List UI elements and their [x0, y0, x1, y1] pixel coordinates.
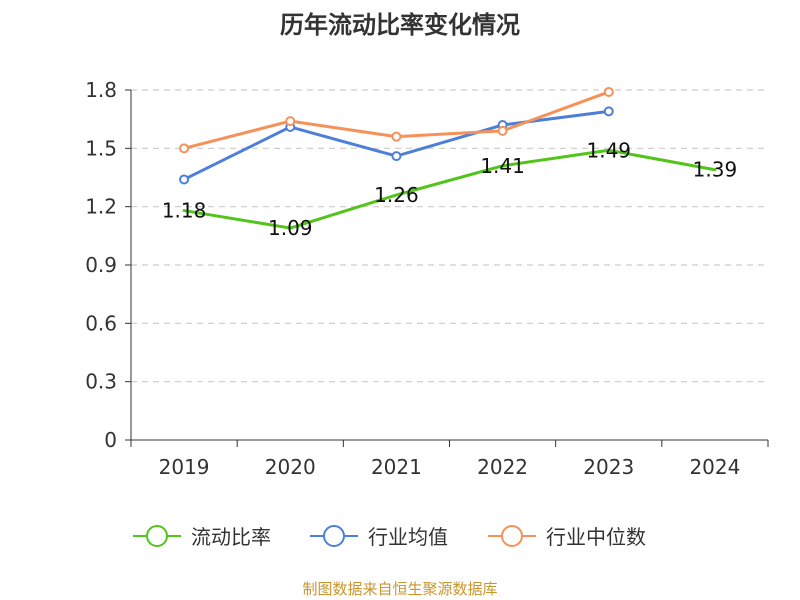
- y-tick-label: 1.5: [85, 136, 117, 160]
- series-line-2: [182, 109, 611, 181]
- legend: 流动比率 行业均值 行业中位数: [133, 525, 646, 549]
- x-tick-label: 2023: [583, 455, 634, 479]
- series-point-3: [179, 143, 190, 154]
- series-point-2: [391, 151, 402, 162]
- grid-lines: [131, 89, 768, 383]
- data-labels: 1.18 1.09 1.26 1.41 1.49 1.39: [162, 138, 737, 240]
- axes: 0 0.3 0.6 0.9 1.2 1.5 1.8 2019 2020 2021 2022 2023 2…: [85, 78, 769, 479]
- chart-title: 历年流动比率变化情况: [280, 11, 520, 39]
- legend-label-2[interactable]: 行业均值: [368, 525, 448, 549]
- y-tick-label: 1.8: [85, 78, 117, 102]
- x-tick-label: 2020: [265, 455, 316, 479]
- x-tick-label: 2021: [371, 455, 422, 479]
- series-line-1: [182, 148, 717, 230]
- series-point-3: [603, 86, 614, 97]
- y-tick-label: 0.6: [85, 311, 117, 335]
- y-tick-label: 0.9: [85, 253, 117, 277]
- legend-marker-1: [146, 525, 168, 547]
- data-label: 1.49: [586, 138, 631, 162]
- legend-label-3[interactable]: 行业中位数: [546, 525, 646, 549]
- series-group: [179, 86, 717, 230]
- y-tick-label: 0.3: [85, 370, 117, 394]
- x-tick-label: 2024: [689, 455, 740, 479]
- data-label: 1.26: [374, 183, 419, 207]
- data-label: 1.39: [693, 158, 738, 182]
- data-label: 1.18: [162, 199, 207, 223]
- x-tick-label: 2019: [159, 455, 210, 479]
- source-note: 制图数据来自恒生聚源数据库: [302, 580, 497, 598]
- series-point-2: [603, 106, 614, 117]
- legend-marker-2: [323, 525, 345, 547]
- y-tick-label: 1.2: [85, 195, 117, 219]
- legend-marker-3: [501, 525, 523, 547]
- series-point-3: [391, 131, 402, 142]
- y-tick-label: 0: [104, 428, 117, 452]
- x-tick-label: 2022: [477, 455, 528, 479]
- series-point-3: [285, 116, 296, 127]
- data-label: 1.41: [480, 154, 525, 178]
- data-label: 1.09: [268, 216, 313, 240]
- legend-label-1[interactable]: 流动比率: [191, 525, 271, 549]
- series-point-2: [179, 174, 190, 185]
- series-point-3: [497, 125, 508, 136]
